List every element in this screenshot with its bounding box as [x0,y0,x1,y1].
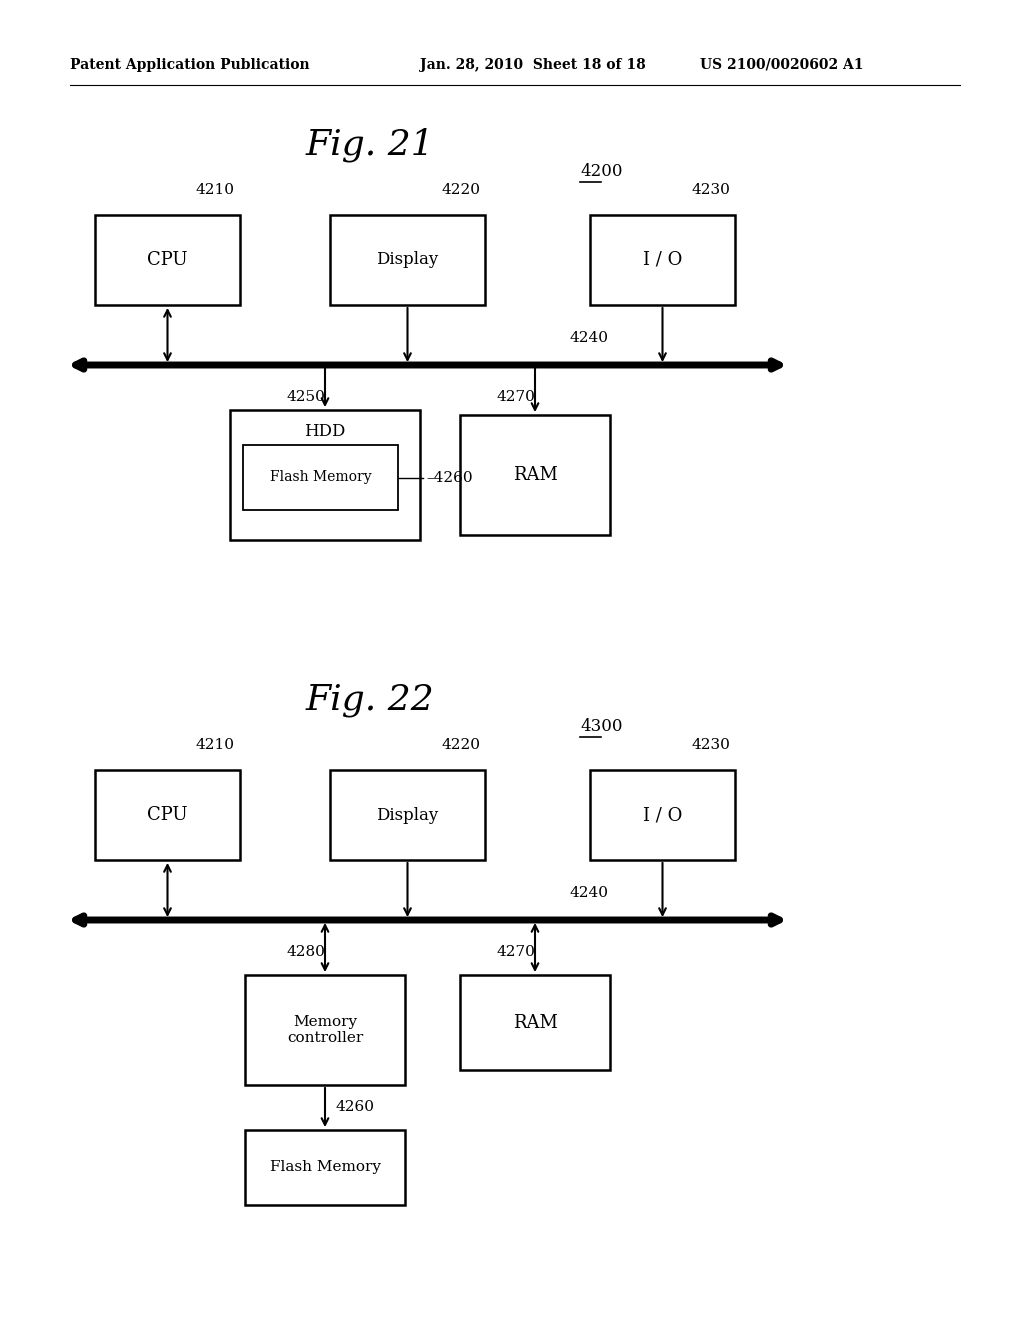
Text: Patent Application Publication: Patent Application Publication [70,58,309,73]
Text: HDD: HDD [304,424,346,441]
Text: RAM: RAM [513,466,557,484]
Text: 4210: 4210 [196,738,234,752]
Text: 4230: 4230 [691,183,730,197]
Text: Display: Display [377,807,438,824]
Text: 4270: 4270 [496,389,535,404]
Text: 4220: 4220 [441,183,480,197]
Text: CPU: CPU [147,807,187,824]
Text: 4270: 4270 [496,945,535,960]
Bar [330,770,485,861]
Bar [230,411,420,540]
Text: 4220: 4220 [441,738,480,752]
Text: 4210: 4210 [196,183,234,197]
Text: 4230: 4230 [691,738,730,752]
Text: Display: Display [377,252,438,268]
Text: 4260: 4260 [335,1100,374,1114]
Text: Jan. 28, 2010  Sheet 18 of 18: Jan. 28, 2010 Sheet 18 of 18 [420,58,646,73]
Text: 4200: 4200 [580,162,623,180]
Text: –4260: –4260 [426,470,473,484]
Text: 4300: 4300 [580,718,623,735]
Bar [460,414,610,535]
Bar [245,1130,406,1205]
Bar [95,770,240,861]
Text: US 2100/0020602 A1: US 2100/0020602 A1 [700,58,863,73]
Text: Fig. 22: Fig. 22 [305,682,434,717]
Text: 4240: 4240 [570,331,609,345]
Bar [330,215,485,305]
Text: Flash Memory: Flash Memory [269,1160,381,1175]
Bar [245,975,406,1085]
Text: Flash Memory: Flash Memory [269,470,372,484]
Text: 4240: 4240 [570,886,609,900]
Text: Memory
controller: Memory controller [287,1015,364,1045]
Text: 4280: 4280 [286,945,325,960]
Text: I / O: I / O [643,807,682,824]
Bar [95,215,240,305]
Bar [460,975,610,1071]
Bar [590,215,735,305]
Text: Fig. 21: Fig. 21 [305,128,434,162]
Bar [243,445,398,510]
Text: RAM: RAM [513,1014,557,1031]
Bar [590,770,735,861]
Text: CPU: CPU [147,251,187,269]
Text: 4250: 4250 [286,389,325,404]
Text: I / O: I / O [643,251,682,269]
